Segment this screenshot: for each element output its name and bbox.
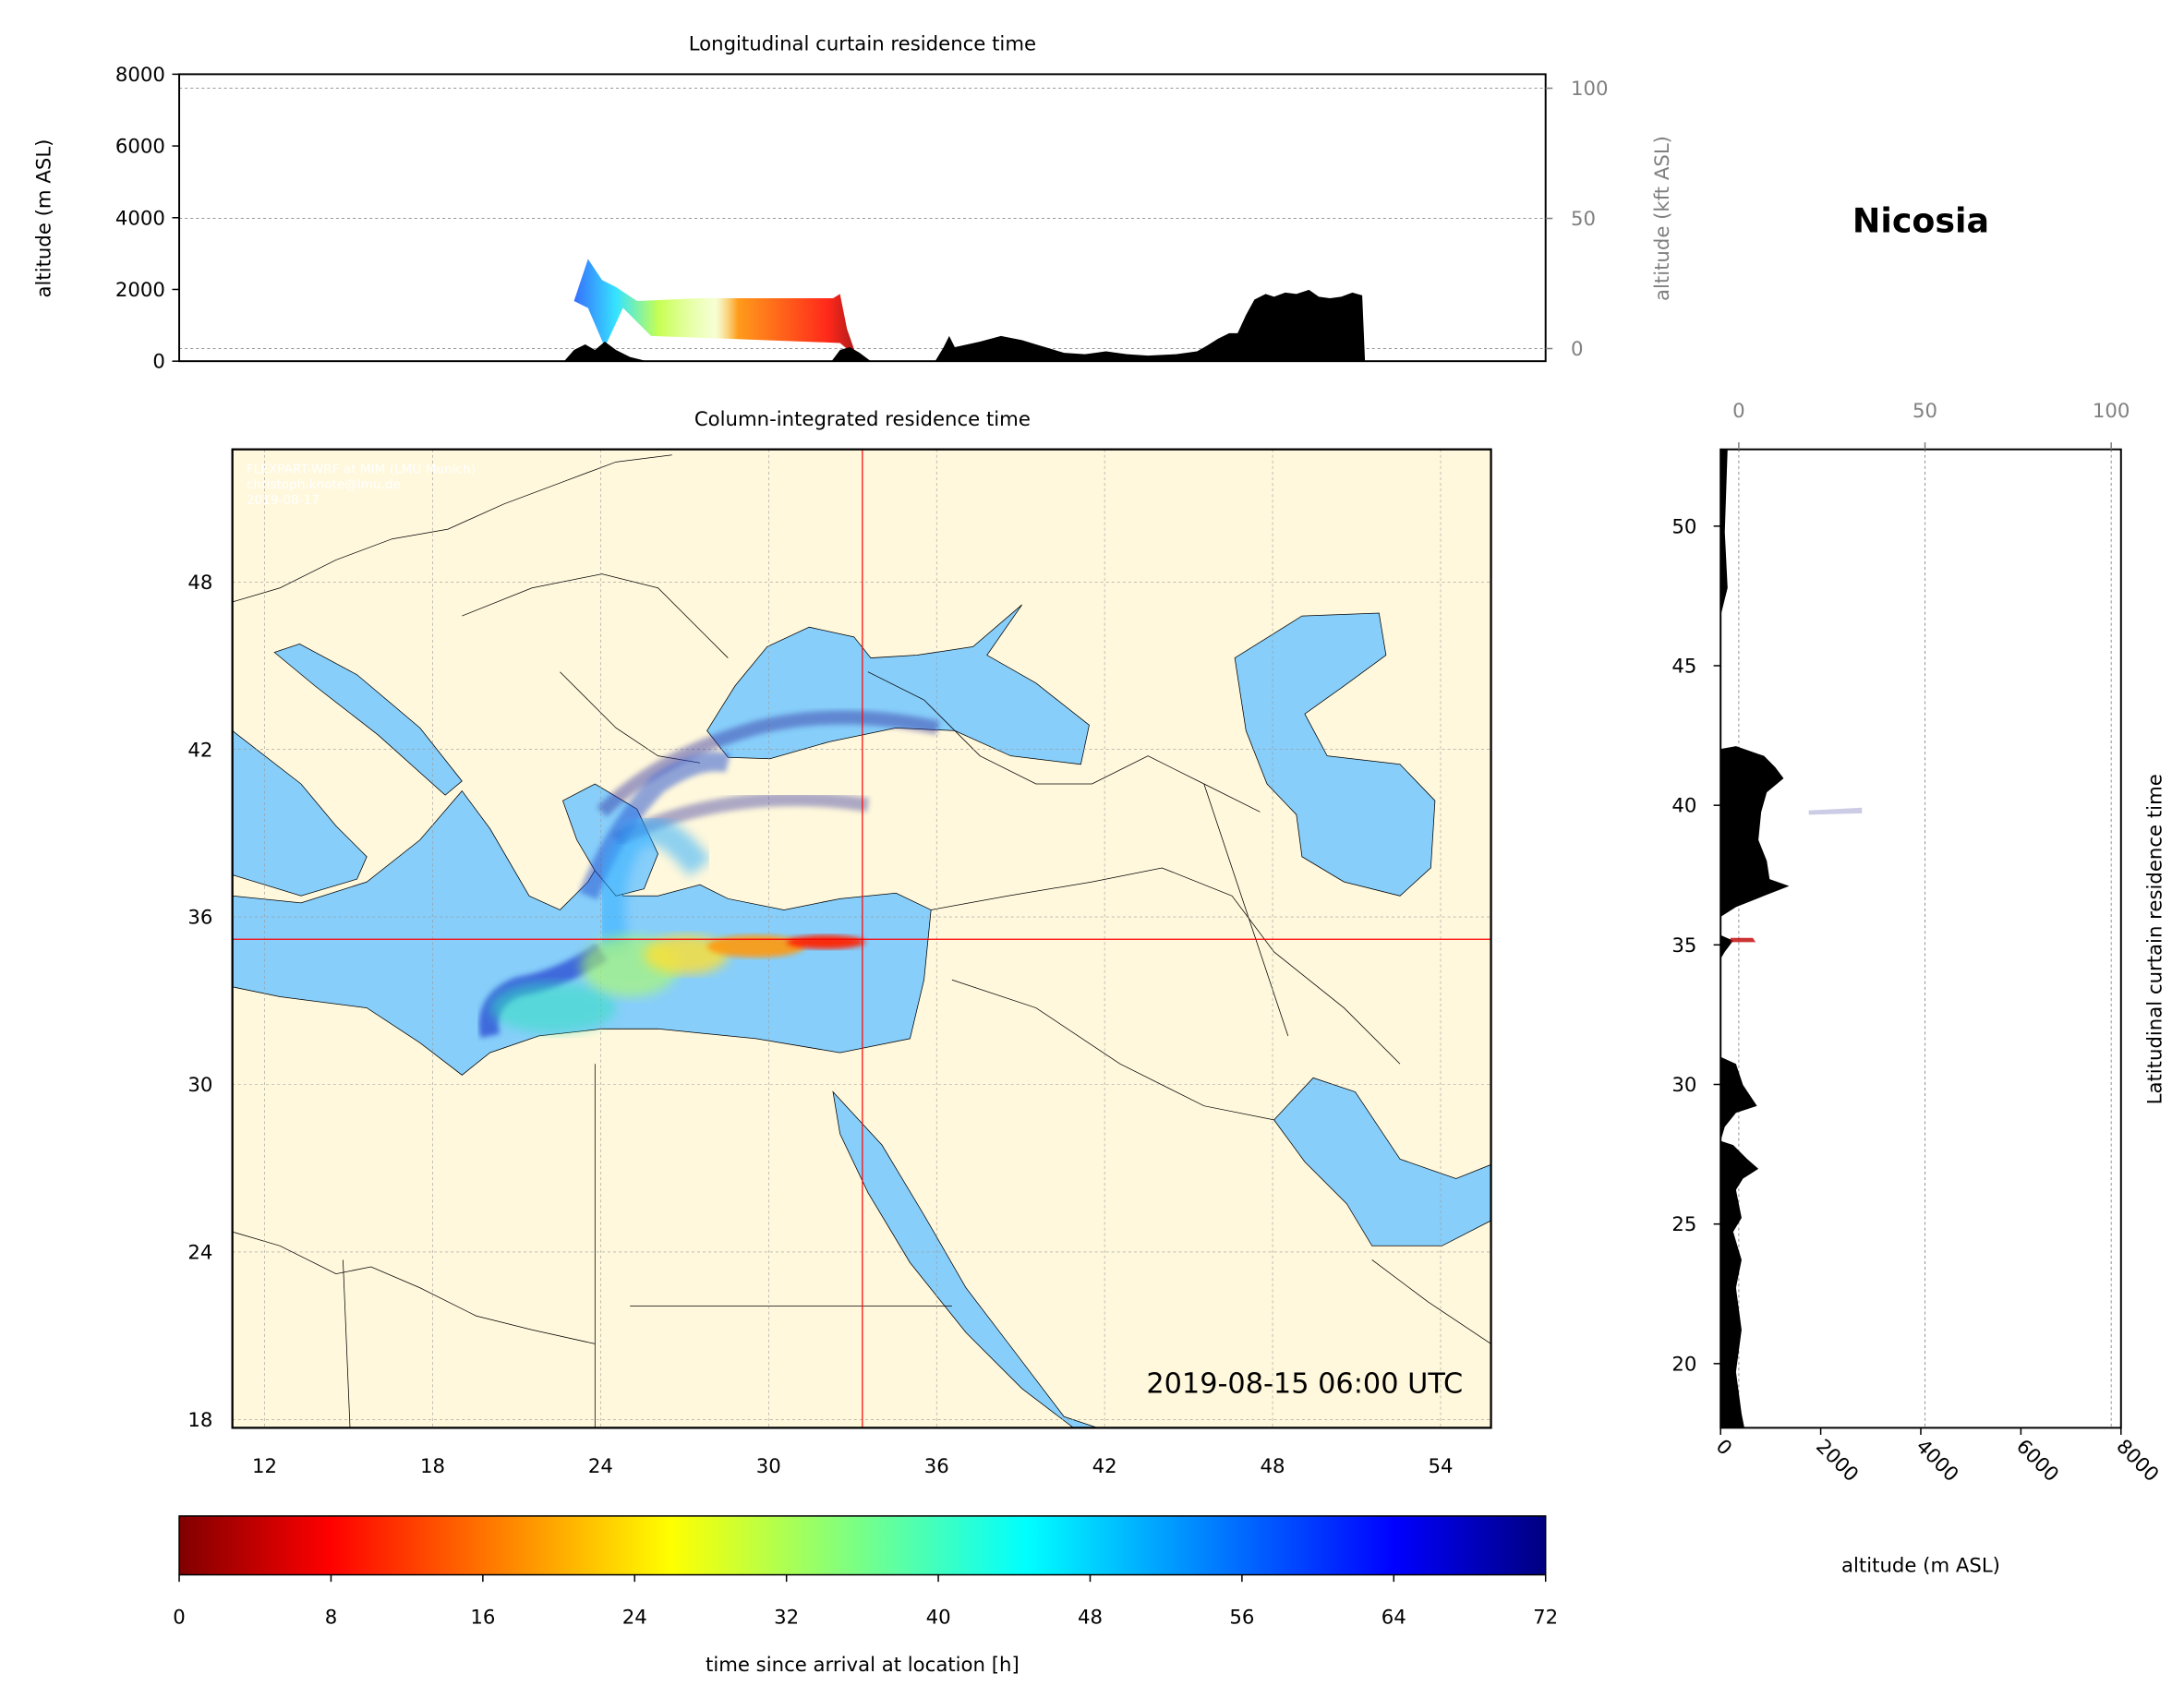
colorbar-ticks: 0 8 16 24 32 40 48 56 64 72 — [173, 1574, 1558, 1630]
map-lat-ticks: 18 24 30 36 42 48 — [187, 572, 212, 1432]
tick-label: 42 — [187, 739, 212, 762]
tick-label: 64 — [1382, 1607, 1406, 1630]
timestamp: 2019-08-15 06:00 UTC — [1146, 1367, 1463, 1400]
tick-label: 8000 — [2111, 1435, 2163, 1487]
watermark-line-2: christoph.knote@lmu.de — [247, 477, 401, 492]
tick-label: 25 — [1671, 1213, 1696, 1236]
right-axes-frame — [1719, 448, 2122, 1429]
right-panel-title: Latitudinal curtain residence time — [2144, 774, 2167, 1104]
map-axes-frame — [231, 448, 1492, 1429]
right-lat-ticks: 20 25 30 35 40 45 50 — [1671, 515, 1721, 1376]
colorbar: 0 8 16 24 32 40 48 56 64 72 time since arrival at… — [173, 1515, 1558, 1677]
longitudinal-curtain-title: Longitudinal curtain residence time — [689, 33, 1036, 56]
tick-label: 30 — [1671, 1074, 1696, 1097]
watermark-line-3: 2019-08-17 — [247, 493, 320, 508]
tick-label: 2000 — [1811, 1435, 1863, 1487]
tick-label: 4000 — [115, 207, 165, 230]
tick-label: 16 — [470, 1607, 495, 1630]
residence-band — [573, 259, 857, 357]
tick-label: 24 — [588, 1455, 613, 1478]
tick-label: 48 — [187, 572, 212, 595]
tick-label: 36 — [187, 907, 212, 930]
residence-plume — [478, 710, 940, 1038]
tick-label: 30 — [756, 1455, 781, 1478]
tick-label: 24 — [622, 1607, 647, 1630]
residence-streak-latitude — [1730, 937, 1756, 943]
seas — [232, 604, 1491, 1428]
tick-label: 18 — [420, 1455, 445, 1478]
tick-label: 18 — [187, 1409, 212, 1432]
terrain-profile-longitude — [563, 289, 1366, 362]
tick-label: 32 — [774, 1607, 799, 1630]
caspian-sea — [1234, 612, 1436, 897]
tick-label: 20 — [1671, 1353, 1696, 1376]
watermark-line-1: FLEXPART-WRF at MIM (LMU Munich) — [247, 462, 476, 476]
map-gridlines — [232, 449, 1491, 1428]
tick-label: 12 — [252, 1455, 277, 1478]
tick-label: 6000 — [2011, 1435, 2063, 1487]
top-right-ticks: 0 50 100 — [1545, 78, 1609, 361]
residence-streak-north — [1808, 807, 1863, 815]
tick-label: 4000 — [1912, 1435, 1963, 1487]
tick-label: 48 — [1261, 1455, 1285, 1478]
tick-label: 48 — [1078, 1607, 1103, 1630]
tick-label: 0 — [1711, 1435, 1736, 1460]
tick-label: 45 — [1671, 656, 1696, 679]
tick-label: 42 — [1092, 1455, 1117, 1478]
crosshair — [232, 449, 1491, 1428]
tick-label: 8000 — [115, 64, 165, 87]
column-integrated-panel: Column-integrated residence time — [187, 408, 1492, 1478]
tick-label: 30 — [187, 1074, 212, 1097]
map-lon-ticks: 12 18 24 30 36 42 48 54 — [252, 1455, 1453, 1478]
map-title: Column-integrated residence time — [694, 408, 1031, 431]
colorbar-gradient — [178, 1515, 1547, 1576]
tick-label: 72 — [1533, 1607, 1558, 1630]
tick-label: 56 — [1229, 1607, 1254, 1630]
top-left-ticks: 0 2000 4000 6000 8000 — [115, 64, 180, 374]
terrain-profile-latitude — [1720, 449, 1790, 1428]
tick-label: 8 — [325, 1607, 338, 1630]
tick-label: 2000 — [115, 279, 165, 302]
red-sea — [832, 1090, 1099, 1428]
persian-gulf — [1273, 1077, 1491, 1246]
watermark: FLEXPART-WRF at MIM (LMU Munich) christo… — [247, 462, 476, 507]
right-gridlines — [1738, 449, 2112, 1428]
country-borders — [232, 454, 1491, 1428]
tick-label: 50 — [1913, 400, 1937, 423]
tick-label: 50 — [1571, 208, 1596, 231]
tick-label: 0 — [1732, 400, 1745, 423]
right-kft-ticks: 0 50 100 — [1732, 400, 2130, 450]
tick-label: 50 — [1671, 515, 1696, 538]
longitudinal-curtain-panel: Longitudinal curtain residence time 0 200… — [33, 33, 1675, 374]
tick-label: 40 — [926, 1607, 951, 1630]
tick-label: 0 — [152, 351, 165, 374]
right-xlabel: altitude (m ASL) — [1841, 1555, 2000, 1578]
tick-label: 6000 — [115, 136, 165, 159]
colorbar-label: time since arrival at location [h] — [706, 1654, 1020, 1677]
tick-label: 36 — [924, 1455, 949, 1478]
tick-label: 100 — [1571, 78, 1609, 101]
tick-label: 0 — [1571, 338, 1584, 361]
top-ylabel-right: altitude (kft ASL) — [1651, 136, 1674, 301]
tick-label: 24 — [187, 1241, 212, 1264]
tick-label: 100 — [2093, 400, 2130, 423]
tick-label: 54 — [1428, 1455, 1453, 1478]
right-altitude-ticks: 0 2000 4000 6000 8000 — [1711, 1427, 2163, 1487]
location-title: Nicosia — [1852, 201, 1989, 241]
mediterranean-sea — [232, 729, 932, 1076]
tick-label: 35 — [1671, 934, 1696, 957]
top-ylabel: altitude (m ASL) — [33, 139, 56, 298]
tick-label: 0 — [173, 1607, 186, 1630]
adriatic-sea — [273, 643, 463, 796]
tick-label: 40 — [1671, 795, 1696, 818]
